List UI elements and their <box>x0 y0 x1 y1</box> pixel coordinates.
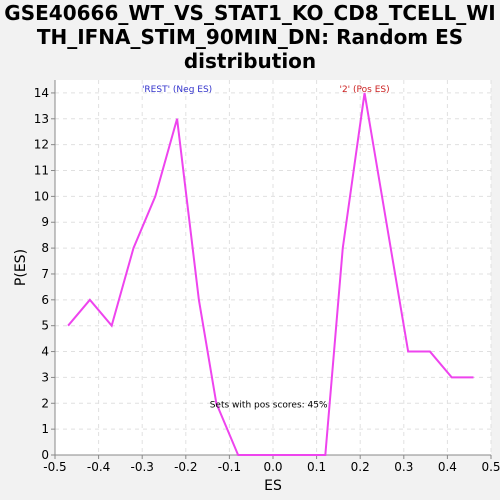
chart-title: GSE40666_WT_VS_STAT1_KO_CD8_TCELL_WI TH_… <box>4 1 495 73</box>
y-tick-label: 5 <box>41 319 49 333</box>
pos-scores-text: Sets with pos scores: 45% <box>210 400 328 410</box>
y-tick-label: 0 <box>41 448 49 462</box>
neg-es-label: 'REST' (Neg ES) <box>142 85 212 95</box>
x-tick-label: -0.5 <box>43 460 66 474</box>
x-tick-label: -0.3 <box>130 460 153 474</box>
x-tick-label: 0.3 <box>394 460 413 474</box>
x-tick-label: 0.4 <box>438 460 457 474</box>
y-tick-label: 2 <box>41 396 49 410</box>
title-line-1: GSE40666_WT_VS_STAT1_KO_CD8_TCELL_WI <box>4 1 495 25</box>
y-tick-label: 11 <box>34 164 49 178</box>
y-axis-label: P(ES) <box>13 249 29 286</box>
series-layer <box>67 92 474 456</box>
title-line-2: TH_IFNA_STIM_90MIN_DN: Random ES <box>37 25 463 49</box>
y-tick-label: 14 <box>34 86 49 100</box>
y-tick-label: 9 <box>41 215 49 229</box>
y-tick-label: 7 <box>41 267 49 281</box>
y-tick-label: 6 <box>41 293 49 307</box>
x-tick-label: 0.1 <box>307 460 326 474</box>
x-tick-label: -0.4 <box>87 460 110 474</box>
title-line-3: distribution <box>184 49 316 73</box>
y-tick-label: 3 <box>41 370 49 384</box>
x-tick-label: -0.1 <box>218 460 241 474</box>
y-tick-label: 8 <box>41 241 49 255</box>
y-tick-label: 4 <box>41 345 49 359</box>
pos-es-label: '2' (Pos ES) <box>339 85 389 95</box>
x-tick-label: 0.2 <box>351 460 370 474</box>
series-line <box>67 92 474 456</box>
y-tick-label: 13 <box>34 112 49 126</box>
tick-marks: -0.5 -0.4 -0.3 -0.2 -0.1 0.0 0.1 0.2 0.3 0.4 0.5 0 1… <box>34 86 500 474</box>
x-tick-label: -0.2 <box>174 460 197 474</box>
y-tick-label: 1 <box>41 422 49 436</box>
x-tick-label: 0.5 <box>481 460 500 474</box>
y-tick-label: 10 <box>34 189 49 203</box>
x-axis-label: ES <box>264 478 282 494</box>
y-tick-label: 12 <box>34 138 49 152</box>
x-tick-label: 0.0 <box>263 460 282 474</box>
